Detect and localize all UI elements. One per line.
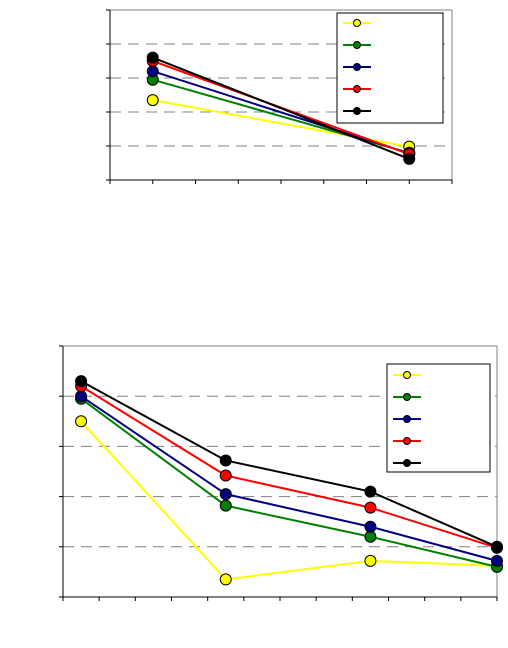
series-5-point [146,51,159,64]
chart-1 [106,9,453,184]
series-1-point [75,415,88,428]
series-5-point [219,454,232,467]
series-5-point [403,152,416,165]
legend [386,363,491,473]
series-3-point [75,390,88,403]
legend-swatch-marker [403,393,411,401]
series-4-line [80,385,498,549]
series-4-point [364,501,377,514]
legend-swatch-marker [353,63,361,71]
series-5-line [152,56,410,160]
series-3-line [152,70,410,155]
series-4-point [219,469,232,482]
legend-swatch-marker [353,19,361,27]
legend [336,12,444,124]
series-1-line [80,420,498,581]
series-3-point [364,520,377,533]
legend-swatch-marker [403,415,411,423]
legend-swatch-marker [403,459,411,467]
legend-swatch-marker [353,107,361,115]
legend-swatch-marker [353,41,361,49]
series-3-line [80,395,498,562]
series-5-line [80,380,498,548]
series-3-point [219,488,232,501]
series-1-point [364,554,377,567]
series-5-point [491,540,503,553]
series-2-point [364,530,377,543]
chart-2 [59,345,503,601]
legend-swatch-marker [353,85,361,93]
series-3-point [491,554,503,567]
series-3-point [146,65,159,78]
series-2-point [219,499,232,512]
series-5-point [364,485,377,498]
legend-swatch-marker [403,371,411,379]
legend-swatch-marker [403,437,411,445]
series-1-point [219,573,232,586]
series-1-point [146,94,159,107]
series-2-line [80,397,498,568]
series-5-point [75,375,88,388]
